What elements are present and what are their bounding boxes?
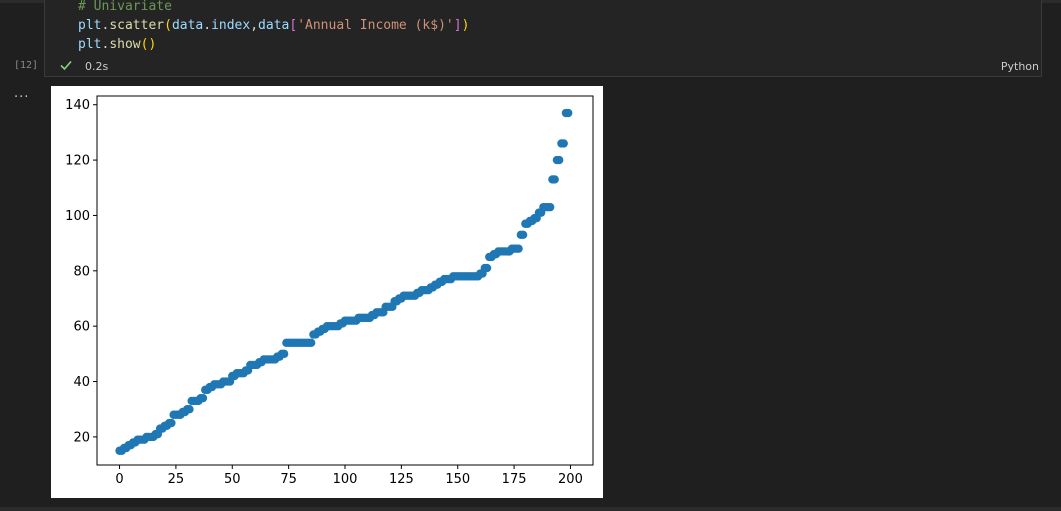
code-token: .: [203, 18, 212, 33]
x-tick-label: 75: [280, 472, 297, 487]
x-tick-label: 150: [445, 472, 470, 487]
execution-count: [12]: [14, 60, 39, 71]
bottom-divider: [0, 507, 1061, 511]
data-point: [482, 263, 492, 273]
cell-language[interactable]: Python: [1000, 60, 1039, 73]
code-token: (: [164, 18, 172, 33]
code-editor[interactable]: # Univariate plt.scatter(data.index,data[…: [78, 0, 469, 54]
code-token: index: [211, 18, 251, 33]
data-point: [198, 393, 208, 403]
x-tick-label: 100: [333, 472, 358, 487]
x-tick-label: 200: [558, 472, 583, 487]
code-cell[interactable]: [44, 0, 1042, 77]
data-point: [559, 139, 568, 148]
x-tick-label: 125: [389, 472, 414, 487]
code-token: (): [140, 37, 157, 52]
y-tick-label: 120: [65, 154, 90, 169]
code-token: ,: [250, 18, 259, 33]
code-token: .: [101, 37, 110, 52]
code-token: plt: [78, 18, 102, 33]
y-tick-label: 60: [73, 320, 90, 335]
execution-time: 0.2s: [85, 60, 109, 73]
check-icon: [60, 60, 72, 71]
data-point: [306, 338, 316, 347]
code-line: plt.show(): [78, 35, 469, 54]
data-point: [514, 244, 523, 253]
code-token: show: [109, 37, 141, 52]
y-tick-label: 40: [73, 375, 90, 390]
code-token: data: [171, 18, 204, 33]
data-point: [518, 230, 528, 240]
code-token: [: [289, 18, 298, 33]
plot-frame: [96, 95, 594, 466]
x-tick-label: 175: [502, 472, 527, 487]
code-token: 'Annual Income (k$)': [297, 18, 454, 33]
y-tick-label: 140: [65, 98, 90, 113]
code-token: plt: [78, 37, 102, 52]
code-token: .: [101, 18, 110, 33]
data-point: [554, 155, 564, 165]
x-tick-label: 0: [115, 472, 123, 487]
code-token: data: [258, 18, 290, 33]
code-line: plt.scatter(data.index,data['Annual Inco…: [78, 16, 469, 35]
data-point: [550, 175, 559, 184]
plot-output: 0 25 50 75 100 125 150 175 200 20 40 60 80 100 120 140: [51, 86, 603, 498]
data-point: [185, 405, 194, 414]
data-point: [167, 418, 176, 428]
data-point: [279, 349, 289, 359]
code-token: ): [461, 18, 470, 33]
y-tick-label: 80: [73, 264, 90, 279]
code-token: scatter: [109, 18, 165, 33]
data-point: [545, 202, 555, 212]
x-tick-label: 50: [224, 472, 241, 487]
output-more-button[interactable]: ...: [14, 86, 30, 101]
y-tick-label: 20: [73, 430, 90, 445]
code-line: # Univariate: [78, 0, 469, 16]
data-point: [564, 108, 573, 118]
scatter-chart: 0 25 50 75 100 125 150 175 200 20 40 60 80 100 120 140: [65, 95, 594, 487]
code-token: # Univariate: [78, 0, 172, 14]
y-tick-label: 100: [65, 209, 90, 224]
x-tick-label: 25: [168, 472, 185, 487]
code-token: ]: [453, 18, 462, 33]
